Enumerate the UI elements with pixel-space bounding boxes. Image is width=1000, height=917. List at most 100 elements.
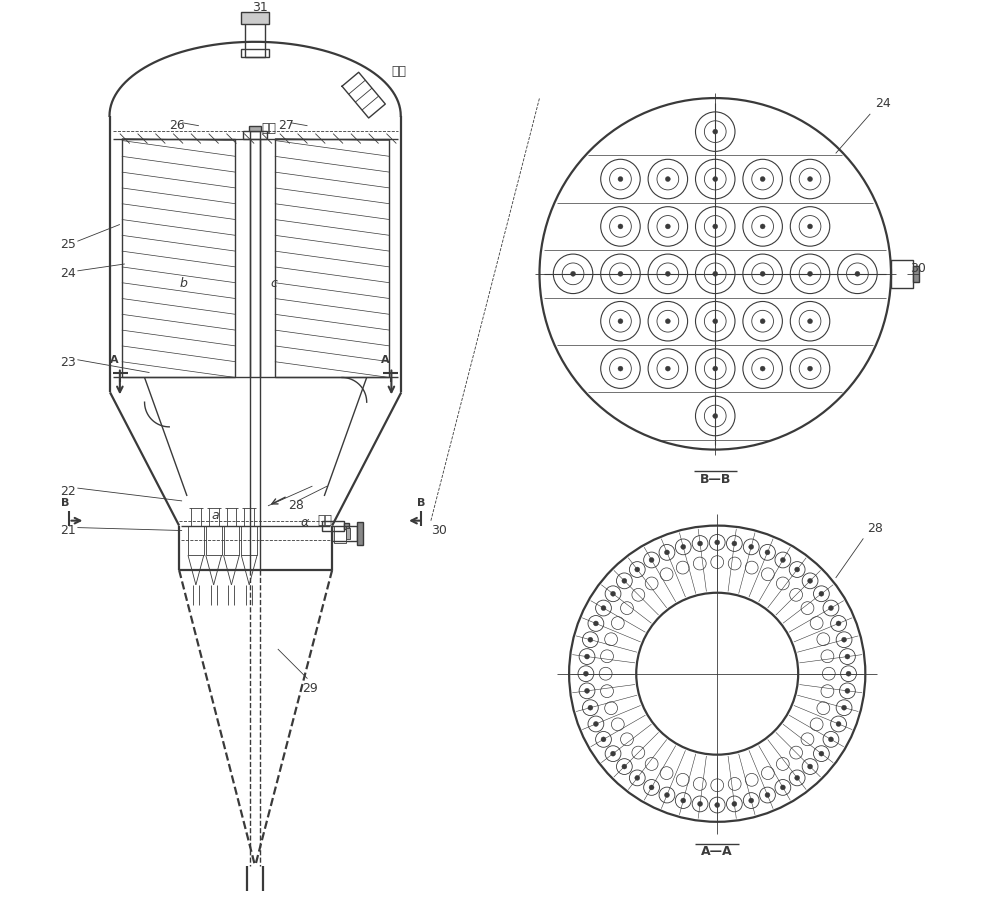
- Circle shape: [846, 671, 851, 676]
- Circle shape: [819, 591, 824, 596]
- Circle shape: [593, 722, 598, 726]
- Circle shape: [665, 177, 670, 182]
- Circle shape: [732, 801, 737, 806]
- Text: 30: 30: [431, 524, 447, 537]
- Circle shape: [588, 637, 593, 642]
- Circle shape: [808, 177, 813, 182]
- Circle shape: [635, 567, 640, 572]
- Circle shape: [618, 271, 623, 276]
- Circle shape: [808, 271, 813, 276]
- Text: a: a: [212, 509, 219, 522]
- Text: 人孔: 人孔: [391, 65, 406, 78]
- Circle shape: [765, 550, 770, 555]
- Text: 24: 24: [61, 268, 76, 281]
- Text: 22: 22: [61, 484, 76, 498]
- Circle shape: [765, 792, 770, 798]
- Bar: [188, 525, 204, 555]
- Circle shape: [618, 366, 623, 371]
- Bar: [891, 260, 913, 288]
- Circle shape: [698, 541, 703, 546]
- Circle shape: [698, 801, 703, 806]
- Circle shape: [665, 366, 670, 371]
- Circle shape: [622, 579, 627, 583]
- Text: 31: 31: [252, 1, 268, 14]
- Bar: [243, 130, 267, 138]
- Circle shape: [808, 366, 813, 371]
- Text: c: c: [270, 277, 277, 290]
- Circle shape: [611, 591, 616, 596]
- Circle shape: [713, 271, 718, 276]
- Text: 29: 29: [303, 682, 318, 695]
- Bar: [249, 126, 261, 130]
- Circle shape: [836, 621, 841, 626]
- Circle shape: [622, 764, 627, 769]
- Circle shape: [618, 224, 623, 229]
- Circle shape: [795, 776, 800, 780]
- Circle shape: [845, 654, 850, 659]
- Bar: [245, 22, 265, 57]
- Circle shape: [635, 776, 640, 780]
- Bar: [344, 523, 349, 528]
- Text: B—B: B—B: [700, 472, 731, 486]
- Text: 25: 25: [61, 238, 76, 250]
- Bar: [322, 521, 344, 531]
- Text: A: A: [110, 355, 118, 365]
- Circle shape: [611, 751, 616, 757]
- Circle shape: [713, 414, 718, 418]
- Circle shape: [649, 785, 654, 790]
- Circle shape: [808, 224, 813, 229]
- Circle shape: [571, 271, 576, 276]
- Text: A—A: A—A: [701, 845, 733, 858]
- Circle shape: [795, 567, 800, 572]
- Circle shape: [713, 177, 718, 182]
- Circle shape: [681, 545, 686, 549]
- Circle shape: [780, 558, 785, 562]
- Circle shape: [583, 671, 588, 676]
- Text: b: b: [179, 277, 187, 290]
- Circle shape: [713, 366, 718, 371]
- Text: 24: 24: [875, 97, 891, 110]
- Circle shape: [664, 792, 669, 798]
- Text: 30: 30: [910, 262, 926, 275]
- Circle shape: [760, 366, 765, 371]
- Bar: [332, 525, 357, 541]
- Circle shape: [713, 129, 718, 134]
- Circle shape: [842, 705, 847, 710]
- Circle shape: [664, 550, 669, 555]
- Bar: [275, 138, 389, 378]
- Bar: [224, 525, 239, 555]
- Bar: [357, 522, 363, 546]
- Circle shape: [732, 541, 737, 546]
- Text: 28: 28: [288, 500, 304, 513]
- Circle shape: [681, 798, 686, 803]
- Bar: [122, 138, 235, 378]
- Text: 人孔: 人孔: [317, 514, 332, 527]
- Circle shape: [713, 224, 718, 229]
- Circle shape: [819, 751, 824, 757]
- Circle shape: [760, 177, 765, 182]
- Circle shape: [713, 319, 718, 324]
- Circle shape: [585, 654, 589, 659]
- Circle shape: [665, 319, 670, 324]
- Bar: [334, 525, 346, 544]
- Circle shape: [855, 271, 860, 276]
- Circle shape: [845, 689, 850, 693]
- Text: A: A: [381, 355, 390, 365]
- Circle shape: [749, 545, 754, 549]
- Circle shape: [649, 558, 654, 562]
- Circle shape: [601, 605, 606, 611]
- Text: 21: 21: [61, 524, 76, 537]
- Bar: [913, 266, 919, 282]
- Circle shape: [593, 621, 598, 626]
- Text: 23: 23: [61, 356, 76, 370]
- Bar: [241, 12, 269, 24]
- Text: 人孔: 人孔: [261, 122, 276, 135]
- Circle shape: [618, 177, 623, 182]
- Text: B: B: [417, 498, 425, 508]
- Circle shape: [808, 764, 813, 769]
- Circle shape: [665, 224, 670, 229]
- Text: α: α: [301, 516, 309, 529]
- Circle shape: [749, 798, 754, 803]
- Circle shape: [828, 737, 833, 742]
- Circle shape: [760, 319, 765, 324]
